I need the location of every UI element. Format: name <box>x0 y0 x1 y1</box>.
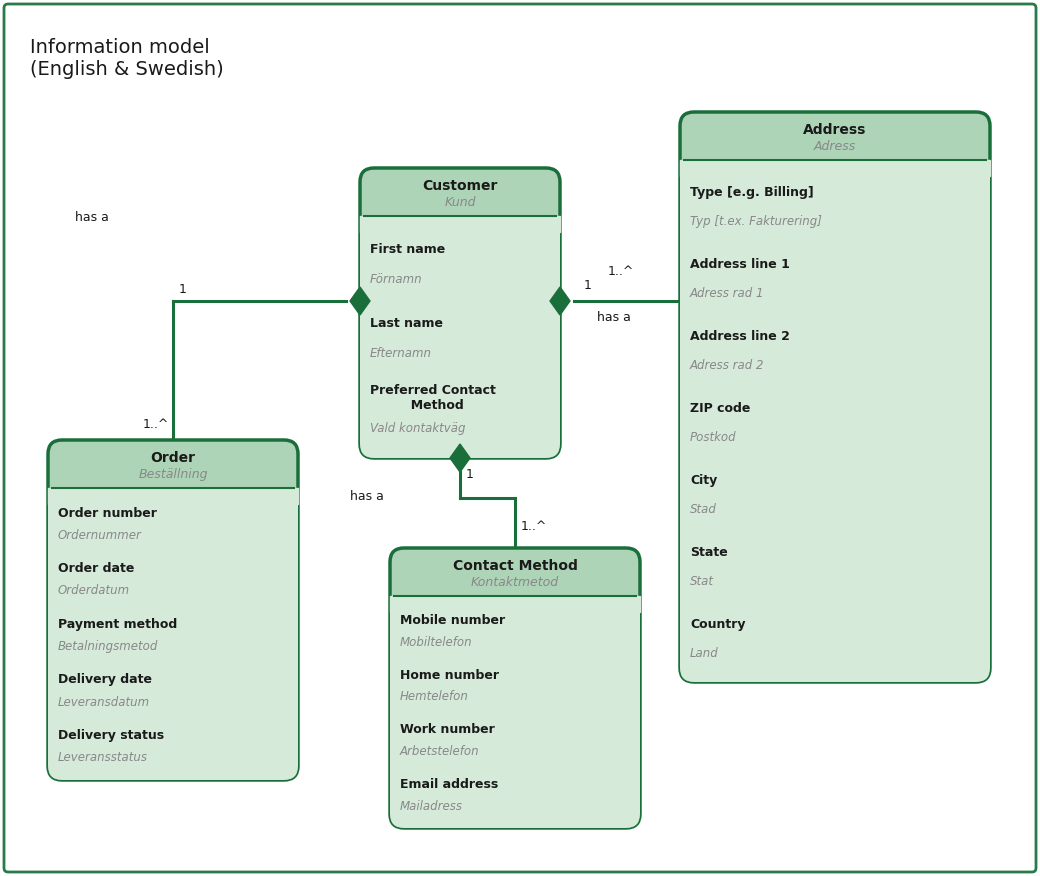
Text: Delivery date: Delivery date <box>58 674 152 687</box>
Text: Typ [t.ex. Fakturering]: Typ [t.ex. Fakturering] <box>690 215 822 228</box>
Text: ZIP code: ZIP code <box>690 402 751 415</box>
Polygon shape <box>550 287 570 315</box>
Polygon shape <box>390 596 640 612</box>
Text: Efternamn: Efternamn <box>370 347 432 360</box>
FancyBboxPatch shape <box>680 160 990 682</box>
FancyBboxPatch shape <box>390 596 640 828</box>
Text: Mobile number: Mobile number <box>400 614 505 627</box>
Text: has a: has a <box>597 311 631 324</box>
Text: Order number: Order number <box>58 506 157 519</box>
Text: Home number: Home number <box>400 668 499 682</box>
Text: Ordernummer: Ordernummer <box>58 529 141 541</box>
Text: Contact Method: Contact Method <box>452 559 577 573</box>
Polygon shape <box>450 444 470 472</box>
FancyBboxPatch shape <box>390 548 640 828</box>
FancyBboxPatch shape <box>360 216 560 458</box>
Text: has a: has a <box>350 490 384 503</box>
Text: Adress: Adress <box>814 140 856 153</box>
Text: Type [e.g. Billing]: Type [e.g. Billing] <box>690 186 813 199</box>
Text: Kontaktmetod: Kontaktmetod <box>471 576 560 589</box>
Text: Order: Order <box>151 451 196 465</box>
Text: Email address: Email address <box>400 778 498 791</box>
Polygon shape <box>350 287 370 315</box>
FancyBboxPatch shape <box>360 168 560 458</box>
Text: 1..^: 1..^ <box>521 520 547 533</box>
FancyBboxPatch shape <box>680 112 990 682</box>
Text: Preferred Contact
  Method: Preferred Contact Method <box>370 385 496 413</box>
Text: Country: Country <box>690 618 746 631</box>
Text: Förnamn: Förnamn <box>370 272 422 286</box>
Text: Order date: Order date <box>58 562 134 576</box>
Text: Land: Land <box>690 646 719 660</box>
Text: City: City <box>690 474 718 487</box>
FancyBboxPatch shape <box>48 488 298 780</box>
Text: 1..^: 1..^ <box>144 418 170 431</box>
Text: Arbetstelefon: Arbetstelefon <box>400 745 479 758</box>
FancyBboxPatch shape <box>4 4 1036 872</box>
Text: Betalningsmetod: Betalningsmetod <box>58 640 158 653</box>
Text: Leveransstatus: Leveransstatus <box>58 752 148 764</box>
Text: Stad: Stad <box>690 503 717 516</box>
Text: Hemtelefon: Hemtelefon <box>400 690 469 703</box>
Text: Adress rad 1: Adress rad 1 <box>690 286 764 300</box>
Text: 1..^: 1..^ <box>608 265 634 278</box>
Text: Stat: Stat <box>690 575 714 588</box>
Text: Orderdatum: Orderdatum <box>58 584 130 597</box>
Text: Address line 1: Address line 1 <box>690 258 789 271</box>
Text: Information model
(English & Swedish): Information model (English & Swedish) <box>30 38 224 79</box>
Text: Leveransdatum: Leveransdatum <box>58 696 150 709</box>
Text: 1: 1 <box>179 283 187 296</box>
Text: Adress rad 2: Adress rad 2 <box>690 358 764 371</box>
Text: Mailadress: Mailadress <box>400 800 463 813</box>
Text: 1: 1 <box>466 468 474 481</box>
Text: Last name: Last name <box>370 317 443 330</box>
Text: State: State <box>690 546 728 559</box>
Polygon shape <box>360 216 560 232</box>
Text: Delivery status: Delivery status <box>58 729 164 742</box>
Text: First name: First name <box>370 243 445 256</box>
FancyBboxPatch shape <box>48 440 298 780</box>
Text: Vald kontaktväg: Vald kontaktväg <box>370 421 466 434</box>
Text: Payment method: Payment method <box>58 618 177 631</box>
Text: Postkod: Postkod <box>690 431 736 444</box>
Polygon shape <box>48 488 298 504</box>
Text: Beställning: Beställning <box>138 468 208 481</box>
Text: 1: 1 <box>584 279 592 292</box>
Text: Address line 2: Address line 2 <box>690 330 789 343</box>
Text: Address: Address <box>803 124 866 138</box>
Text: Kund: Kund <box>444 196 475 209</box>
Text: Customer: Customer <box>422 180 498 194</box>
Text: Mobiltelefon: Mobiltelefon <box>400 636 472 649</box>
Polygon shape <box>680 160 990 176</box>
Text: Work number: Work number <box>400 724 495 736</box>
Text: has a: has a <box>75 211 109 224</box>
